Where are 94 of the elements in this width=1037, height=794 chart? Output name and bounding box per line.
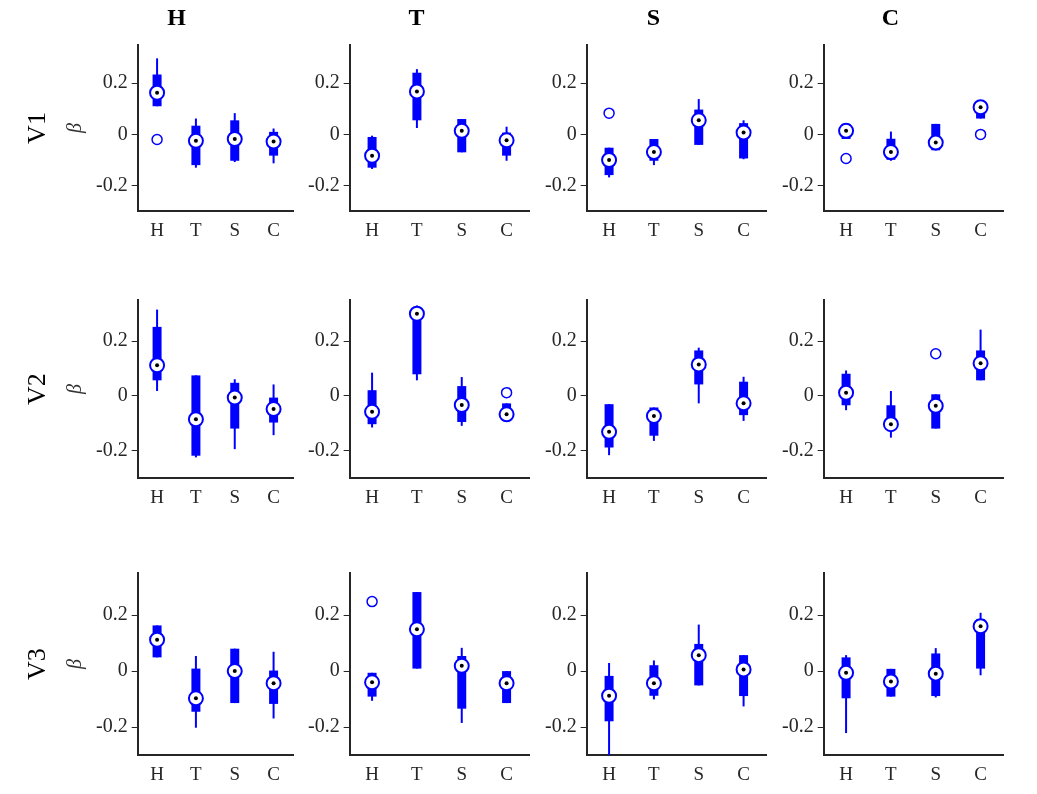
x-tick-label: C (737, 485, 750, 507)
y-tick-label: 0 (566, 383, 577, 406)
y-tick-label: 0 (803, 383, 814, 406)
chart-title: S (646, 3, 661, 30)
x-tick-label: H (839, 762, 854, 784)
x-tick-label: T (411, 485, 424, 507)
x-tick-label: H (365, 485, 380, 507)
y-tick-label: 0 (803, 121, 814, 144)
text: V3 (21, 648, 51, 680)
x-tick-label: C (267, 762, 280, 784)
y-axis-title: β (63, 384, 87, 396)
x-tick-label: C (974, 485, 987, 507)
y-tick-label: 0.2 (551, 70, 577, 93)
x-tick-label: T (885, 762, 898, 784)
x-tick-label: C (267, 218, 280, 240)
y-tick-label: 0 (566, 658, 577, 681)
x-tick-label: H (365, 218, 380, 240)
y-tick-label: 0.2 (102, 70, 128, 93)
y-tick-label: -0.2 (95, 438, 128, 461)
x-tick-label: C (737, 218, 750, 240)
x-tick-label: S (229, 218, 241, 240)
x-tick-label: C (267, 485, 280, 507)
x-tick-label: T (648, 218, 661, 240)
y-tick-label: -0.2 (781, 438, 814, 461)
y-tick-label: 0.2 (102, 328, 128, 351)
x-tick-label: T (411, 218, 424, 240)
y-tick-label: 0 (117, 383, 128, 406)
x-tick-label: T (190, 762, 203, 784)
x-tick-label: S (693, 762, 705, 784)
y-tick-label: 0 (117, 658, 128, 681)
x-tick-label: H (150, 762, 165, 784)
x-tick-label: H (602, 762, 617, 784)
y-tick-label: -0.2 (781, 714, 814, 737)
y-tick-label: -0.2 (307, 438, 340, 461)
x-tick-label: H (602, 218, 617, 240)
y-tick-label: 0.2 (788, 328, 814, 351)
x-tick-label: S (930, 762, 942, 784)
x-tick-label: T (190, 485, 203, 507)
text: V2 (21, 373, 51, 405)
chart-title: H (167, 3, 187, 30)
x-tick-label: S (930, 485, 942, 507)
y-tick-label: 0.2 (788, 70, 814, 93)
y-tick-label: -0.2 (307, 172, 340, 195)
x-tick-label: H (150, 218, 165, 240)
y-tick-label: -0.2 (544, 714, 577, 737)
x-tick-label: C (500, 485, 513, 507)
x-tick-label: C (737, 762, 750, 784)
x-tick-label: H (365, 762, 380, 784)
y-tick-label: -0.2 (307, 714, 340, 737)
x-tick-label: H (839, 218, 854, 240)
y-tick-label: 0.2 (551, 328, 577, 351)
chart-title: C (881, 3, 900, 30)
x-tick-label: C (974, 218, 987, 240)
x-tick-label: T (190, 218, 203, 240)
x-tick-label: T (885, 218, 898, 240)
y-tick-label: 0.2 (551, 602, 577, 625)
y-tick-label: -0.2 (544, 438, 577, 461)
y-tick-label: 0.2 (314, 70, 340, 93)
chart-title: T (408, 3, 425, 30)
x-tick-label: S (456, 485, 468, 507)
y-tick-label: -0.2 (781, 172, 814, 195)
x-tick-label: C (500, 218, 513, 240)
y-tick-label: 0 (329, 658, 340, 681)
y-tick-label: 0.2 (314, 602, 340, 625)
x-tick-label: T (648, 762, 661, 784)
y-tick-label: 0 (566, 121, 577, 144)
x-tick-label: C (974, 762, 987, 784)
x-tick-label: H (839, 485, 854, 507)
x-tick-label: S (693, 218, 705, 240)
x-tick-label: S (930, 218, 942, 240)
y-tick-label: 0 (329, 121, 340, 144)
y-tick-label: -0.2 (544, 172, 577, 195)
y-tick-label: -0.2 (95, 172, 128, 195)
x-tick-label: S (229, 762, 241, 784)
y-axis-title: β (63, 122, 87, 134)
y-tick-label: 0.2 (788, 602, 814, 625)
x-tick-label: H (150, 485, 165, 507)
y-tick-label: 0.2 (102, 602, 128, 625)
x-tick-label: H (602, 485, 617, 507)
x-tick-label: S (229, 485, 241, 507)
x-tick-label: T (885, 485, 898, 507)
x-tick-label: S (456, 218, 468, 240)
text: V1 (21, 112, 51, 144)
y-axis-title: β (63, 659, 87, 671)
y-tick-label: 0 (117, 121, 128, 144)
x-tick-label: S (456, 762, 468, 784)
x-tick-label: S (693, 485, 705, 507)
x-tick-label: T (411, 762, 424, 784)
x-tick-label: T (648, 485, 661, 507)
y-tick-label: 0 (803, 658, 814, 681)
y-tick-label: 0.2 (314, 328, 340, 351)
y-tick-label: -0.2 (95, 714, 128, 737)
y-tick-label: 0 (329, 383, 340, 406)
x-tick-label: C (500, 762, 513, 784)
